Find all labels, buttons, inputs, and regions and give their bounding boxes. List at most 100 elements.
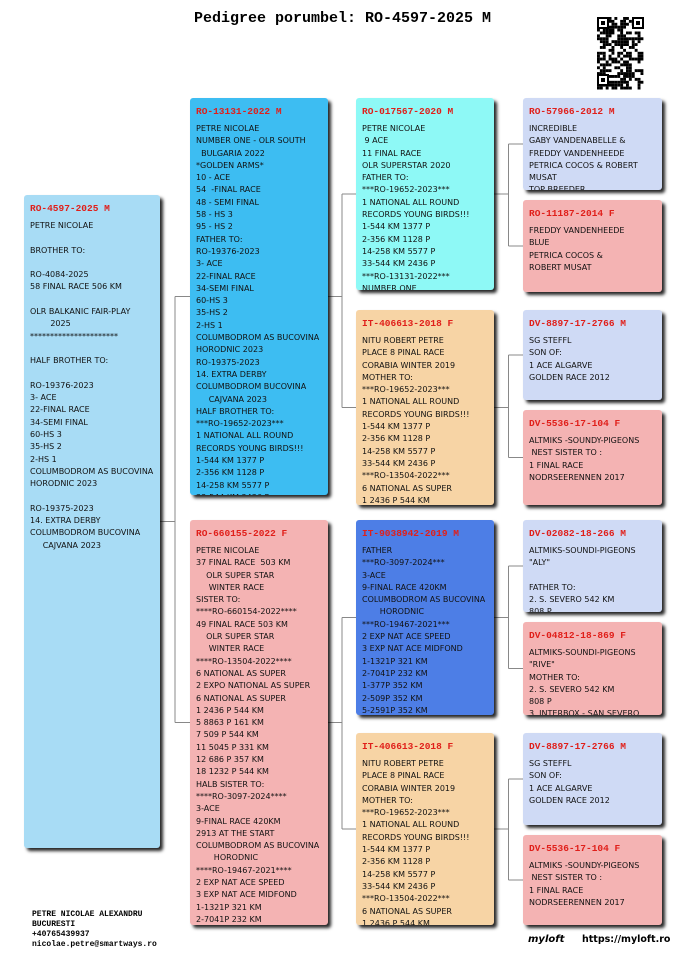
text-line: OLR BALKANIC FAIR-PLAY	[30, 307, 131, 317]
paragraph: PETRE NICOLAE NUMBER ONE - OLR SOUTH BULG…	[196, 123, 322, 495]
qr-module	[626, 69, 629, 73]
qr-module	[640, 37, 644, 41]
text-line: 2025	[30, 319, 71, 329]
qr-module	[628, 46, 632, 49]
qr-module	[617, 83, 621, 87]
text-line: 2-7041P 232 KM	[362, 668, 428, 678]
paragraph: FATHER ***RO-3097-2024*** 3-ACE 9-FINAL RAC…	[362, 545, 488, 715]
paragraph: INCREDIBLE GABY VANDENABELLE & FREDDY VAND…	[529, 123, 656, 190]
qr-module	[599, 31, 603, 35]
qr-module	[631, 46, 635, 49]
qr-module	[608, 54, 612, 58]
qr-module	[608, 28, 612, 32]
text-line: RECORDS YOUNG BIRDS!!!	[362, 409, 470, 419]
qr-module	[620, 25, 624, 29]
text-line: 14-258 KM 5577 P	[196, 480, 270, 490]
qr-module	[626, 80, 629, 84]
paragraph: HALF BROTHER TO:	[30, 355, 154, 367]
text-line: PETRE NICOLAE	[196, 124, 260, 133]
qr-module	[628, 63, 632, 67]
footer-contact: PETRE NICOLAE ALEXANDRU BUCURESTI +4076543…	[32, 910, 157, 950]
text-line: 2-509P 352 KM	[362, 693, 423, 703]
logo: myloft	[528, 934, 565, 945]
qr-module	[602, 28, 606, 32]
text-line: 1 NATIONAL ALL ROUND	[362, 197, 460, 207]
text-line: MUSAT	[529, 173, 557, 183]
qr-module	[597, 51, 600, 55]
qr-module	[597, 66, 600, 70]
text-line: 2-7041P 232 KM	[196, 914, 262, 924]
text-line: 58 FINAL RACE 506 KM	[30, 282, 122, 292]
text-line: INCREDIBLE	[529, 124, 578, 133]
text-line: COLUMBODROM BUCOVINA	[196, 382, 307, 392]
qr-module	[617, 28, 621, 32]
text-line: 1 ACE ALGARVE	[529, 360, 593, 370]
qr-module	[597, 54, 600, 58]
qr-module	[599, 72, 603, 75]
qr-module	[620, 63, 624, 67]
qr-module	[626, 66, 629, 70]
qr-module	[599, 57, 603, 61]
qr-module	[628, 51, 632, 55]
text-line: 1-544 KM 1377 P	[196, 456, 265, 466]
qr-module	[631, 37, 635, 41]
text-line: HALF BROTHER TO:	[30, 356, 109, 366]
qr-module	[623, 75, 626, 78]
box-header: RO-11187-2014 F	[529, 208, 615, 219]
paragraph: PETRE NICOLAE 37 FINAL RACE 503 KM OLR SU…	[196, 545, 322, 925]
qr-module	[605, 69, 609, 73]
qr-module	[608, 25, 612, 29]
qr-module	[623, 72, 626, 75]
qr-module	[631, 57, 635, 61]
qr-module	[611, 60, 615, 64]
qr-module	[626, 43, 629, 46]
text-line: ****RO-3097-2024****	[196, 791, 287, 801]
qr-module	[637, 77, 641, 81]
box-header: DV-04812-18-869 F	[529, 630, 626, 641]
text-line: 9 ACE	[362, 136, 389, 146]
qr-module	[637, 40, 641, 44]
text-line: PLACE 8 PINAL RACE	[362, 348, 445, 358]
qr-module	[623, 77, 626, 81]
pedigree-box: IT-406613-2018 F NITU ROBERT PETRE PLACE 8…	[356, 310, 494, 505]
qr-module	[620, 69, 624, 73]
qr-module	[602, 31, 606, 35]
text-line: 2. S. SEVERO 542 KM	[529, 684, 615, 694]
text-line: **********************	[30, 331, 118, 341]
text-line: 14. EXTRA DERBY	[196, 369, 267, 379]
qr-module	[611, 28, 615, 32]
contact-line: +40765439937	[32, 930, 90, 939]
qr-module	[620, 77, 624, 81]
qr-module	[617, 25, 621, 29]
paragraph: NITU ROBERT PETRE PLACE 8 PINAL RACE CORAB…	[362, 758, 488, 925]
qr-module	[623, 22, 626, 26]
text-line: "RIVE"	[529, 660, 555, 670]
text-line: RO-19376-2023	[196, 246, 260, 256]
qr-module	[620, 34, 624, 38]
text-line: WINTER RACE	[196, 582, 265, 592]
text-line: HORODNIC 2023	[196, 345, 264, 355]
qr-module	[636, 21, 640, 25]
qr-module	[614, 17, 618, 20]
qr-module	[611, 48, 615, 52]
text-line: GOLDEN RACE 2012	[529, 795, 610, 805]
qr-module	[614, 22, 618, 26]
qr-module	[605, 86, 609, 90]
qr-module	[626, 17, 629, 20]
text-line: ALTMIKS -SOUNDY-PIGEONS	[529, 861, 640, 870]
text-line: ***RO-13131-2022***	[362, 271, 450, 281]
qr-module	[620, 46, 624, 49]
text-line: NEST SISTER TO :	[529, 873, 603, 883]
text-line: PLACE 8 PINAL RACE	[362, 771, 445, 781]
text-line: COLUMBODROM AS BUCOVINA	[30, 466, 154, 476]
qr-module	[626, 54, 629, 58]
qr-module	[628, 54, 632, 58]
text-line: 95 - HS 2	[196, 222, 233, 232]
pedigree-box: RO-13131-2022 M PETRE NICOLAE NUMBER ONE -…	[190, 98, 328, 495]
paragraph: NITU ROBERT PETRE PLACE 8 PINAL RACE CORAB…	[362, 335, 488, 505]
qr-module	[599, 63, 603, 67]
qr-module	[626, 51, 629, 55]
text-line: RECORDS YOUNG BIRDS!!!	[362, 832, 470, 842]
text-line: FATHER TO:	[196, 234, 243, 244]
